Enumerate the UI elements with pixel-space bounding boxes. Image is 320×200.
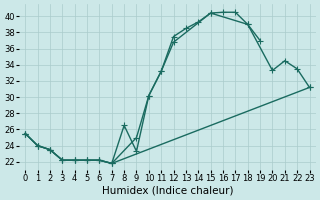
X-axis label: Humidex (Indice chaleur): Humidex (Indice chaleur) [102, 186, 233, 196]
